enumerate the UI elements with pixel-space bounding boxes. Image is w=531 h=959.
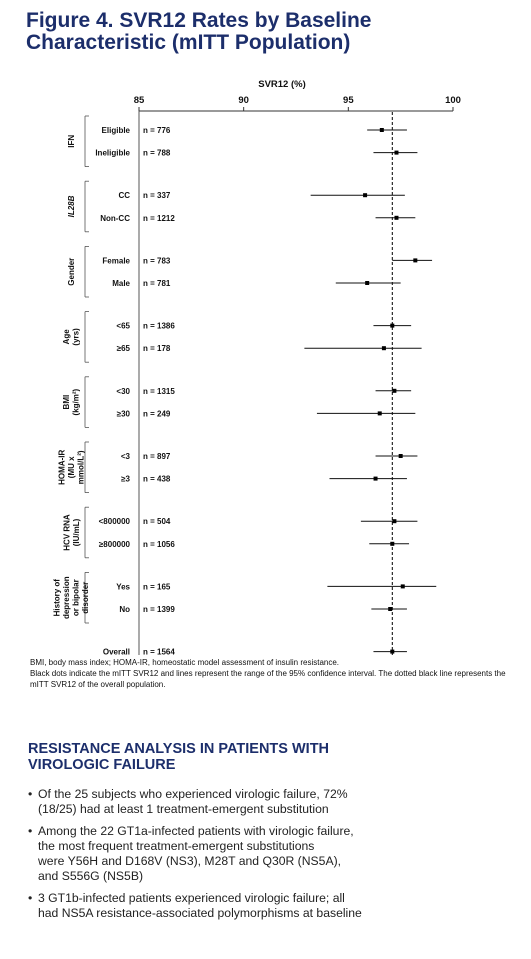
x-tick-label: 85 xyxy=(134,95,145,106)
group-label: mmol/L²) xyxy=(77,450,86,484)
point-marker xyxy=(377,411,382,416)
row-n: n = 776 xyxy=(143,126,171,135)
group-label: disorder xyxy=(81,582,90,614)
row-label: ≥800000 xyxy=(99,540,131,549)
row-n: n = 783 xyxy=(143,256,171,265)
row-label: <65 xyxy=(116,322,130,331)
x-tick-label: 100 xyxy=(445,95,461,106)
row-label: CC xyxy=(118,191,130,200)
row-n: n = 438 xyxy=(143,475,171,484)
x-tick-label: 95 xyxy=(343,95,354,106)
row-label: Yes xyxy=(116,582,130,591)
point-marker xyxy=(390,649,395,654)
x-axis-label: SVR12 (%) xyxy=(258,79,306,90)
group-label: BMI xyxy=(62,395,71,410)
group-label: (IU/mL) xyxy=(72,518,81,546)
point-marker xyxy=(388,607,393,611)
row-label: Eligible xyxy=(102,126,131,135)
bullet-list: Of the 25 subjects who experienced virol… xyxy=(28,787,498,928)
row-n: n = 504 xyxy=(143,517,171,526)
group-label: IL28B xyxy=(67,195,76,217)
row-label: ≥30 xyxy=(117,409,131,418)
point-marker xyxy=(381,346,386,351)
row-n: n = 1386 xyxy=(143,322,175,331)
row-label: Male xyxy=(112,279,130,288)
group-label: IFN xyxy=(67,135,76,148)
group-label: or bipolar xyxy=(72,579,81,616)
footnote: BMI, body mass index; HOMA-IR, homeostat… xyxy=(30,657,526,690)
row-n: n = 1399 xyxy=(143,605,175,614)
group-label: Gender xyxy=(67,258,76,286)
x-tick-label: 90 xyxy=(238,95,249,106)
bullet-line: the most frequent treatment-emergent sub… xyxy=(38,839,315,853)
row-label: No xyxy=(119,605,130,614)
group-label: Age xyxy=(62,329,71,345)
bullet-line: and S556G (NS5B) xyxy=(38,869,144,883)
row-n: n = 337 xyxy=(143,191,171,200)
point-marker xyxy=(392,519,397,524)
row-label: Ineligible xyxy=(95,149,130,158)
bullet-line: 3 GT1b-infected patients experienced vir… xyxy=(38,891,345,905)
group-label: (kg/m²) xyxy=(72,388,81,415)
section-title: RESISTANCE ANALYSIS IN PATIENTS WITH VIR… xyxy=(28,741,428,773)
bullet-line: Of the 25 subjects who experienced virol… xyxy=(38,787,348,801)
point-marker xyxy=(373,476,378,481)
row-label: ≥65 xyxy=(117,344,131,353)
row-n: n = 1212 xyxy=(143,214,175,223)
row-label: Non-CC xyxy=(100,214,130,223)
figure-title-line-1: Figure 4. SVR12 Rates by Baseline xyxy=(26,9,372,32)
bullet-item: Among the 22 GT1a-infected patients with… xyxy=(28,824,498,884)
point-marker xyxy=(400,584,405,589)
figure-title-line-2: Characteristic (mITT Population) xyxy=(26,31,351,54)
point-marker xyxy=(392,388,397,393)
row-n: n = 249 xyxy=(143,409,171,418)
bullet-item: 3 GT1b-infected patients experienced vir… xyxy=(28,891,498,921)
group-label: HCV RNA xyxy=(62,514,71,551)
row-n: n = 178 xyxy=(143,344,171,353)
forest-plot: SVR12 (%) 85 90 95 100 IFN IL28B Gender Age (yrs)… xyxy=(53,79,461,655)
point-marker xyxy=(394,215,399,220)
row-n: n = 781 xyxy=(143,279,171,288)
row-n: n = 1315 xyxy=(143,387,175,396)
row-n: n = 165 xyxy=(143,582,171,591)
row-n: n = 788 xyxy=(143,149,171,158)
figure-title: Figure 4. SVR12 Rates by Baseline Charac… xyxy=(26,10,466,54)
point-marker xyxy=(363,193,368,198)
section-title-line-1: RESISTANCE ANALYSIS IN PATIENTS WITH xyxy=(28,741,330,757)
point-marker xyxy=(390,323,395,328)
bullet-line: (18/25) had at least 1 treatment-emergen… xyxy=(38,802,329,816)
row-n: n = 1564 xyxy=(143,648,175,655)
row-label: ≥3 xyxy=(121,475,130,484)
row-n: n = 897 xyxy=(143,452,171,461)
point-marker xyxy=(394,150,399,155)
group-label: depression xyxy=(62,576,71,619)
group-label: HOMA-IR xyxy=(58,450,67,485)
group-label: (MU x xyxy=(67,456,76,478)
bullet-line: had NS5A resistance-associated polymorph… xyxy=(38,906,362,920)
row-label: <800000 xyxy=(99,517,131,526)
point-marker xyxy=(379,128,384,132)
point-marker xyxy=(413,258,418,263)
footnote-line-2: Black dots indicate the mITT SVR12 and l… xyxy=(30,669,506,689)
row-label: Female xyxy=(102,256,130,265)
section-title-line-2: VIROLOGIC FAILURE xyxy=(28,757,176,773)
row-n: n = 1056 xyxy=(143,540,175,549)
row-label: Overall xyxy=(103,648,130,655)
point-marker xyxy=(390,541,395,546)
group-label: (yrs) xyxy=(72,328,81,346)
bullet-item: Of the 25 subjects who experienced virol… xyxy=(28,787,498,817)
group-label: History of xyxy=(53,579,62,617)
point-marker xyxy=(365,281,370,285)
row-label: <3 xyxy=(121,452,131,461)
footnote-line-1: BMI, body mass index; HOMA-IR, homeostat… xyxy=(30,658,340,667)
point-marker xyxy=(398,454,403,458)
bullet-line: were Y56H and D168V (NS3), M28T and Q30R… xyxy=(38,854,342,868)
row-label: <30 xyxy=(116,387,130,396)
bullet-line: Among the 22 GT1a-infected patients with… xyxy=(38,824,354,838)
